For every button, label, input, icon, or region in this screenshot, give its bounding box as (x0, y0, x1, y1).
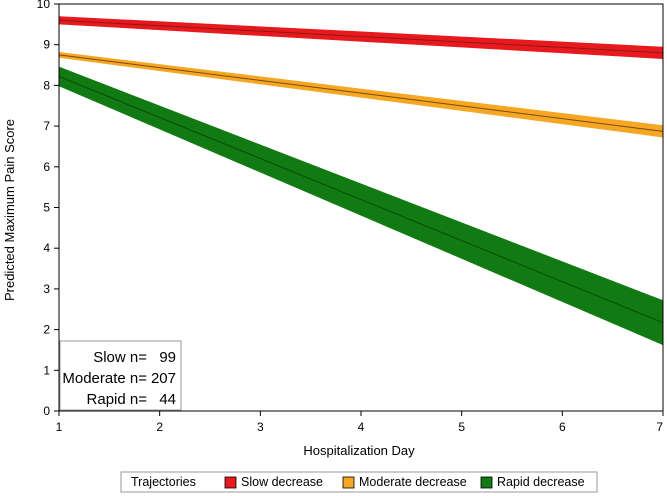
legend-title: Trajectories (131, 475, 196, 489)
legend-swatch-slow (224, 476, 237, 489)
x-axis: 1 2 3 4 5 6 7 (56, 411, 664, 434)
band-moderate-decrease (59, 52, 663, 138)
y-tick-label-1: 1 (43, 363, 50, 377)
inset-label-rapid: Rapid n= (87, 391, 148, 408)
y-tick-label-9: 9 (43, 38, 50, 52)
legend-swatch-moderate (342, 476, 355, 489)
x-tick-label-1: 1 (56, 420, 63, 434)
y-axis: 0 1 2 3 4 5 6 7 8 9 10 (37, 0, 59, 418)
legend: Trajectories Slow decrease Moderate decr… (120, 471, 598, 493)
y-tick-label-3: 3 (43, 282, 50, 296)
band-slow-decrease (59, 16, 663, 59)
y-tick-label-6: 6 (43, 160, 50, 174)
band-rapid-decrease (59, 66, 663, 346)
y-tick-label-4: 4 (43, 241, 50, 255)
x-axis-title: Hospitalization Day (303, 443, 415, 458)
inset-value-rapid: 44 (159, 391, 176, 408)
line-rapid-decrease (58, 75, 664, 324)
x-tick-label-2: 2 (156, 420, 163, 434)
y-tick-label-5: 5 (43, 201, 50, 215)
legend-label-moderate: Moderate decrease (359, 475, 467, 489)
legend-swatch-rapid (480, 476, 493, 489)
inset-value-moderate: 207 (151, 370, 176, 387)
legend-box (120, 471, 598, 493)
y-tick-label-7: 7 (43, 119, 50, 133)
inset-value-slow: 99 (159, 349, 176, 366)
y-tick-label-0: 0 (43, 404, 50, 418)
y-tick-label-2: 2 (43, 323, 50, 337)
inset-label-moderate: Moderate n= (62, 370, 147, 387)
confidence-bands (59, 16, 663, 346)
x-tick-label-4: 4 (358, 420, 365, 434)
legend-label-rapid: Rapid decrease (497, 475, 585, 489)
x-tick-label-3: 3 (257, 420, 264, 434)
line-moderate-decrease (58, 54, 664, 132)
series-lines (58, 19, 664, 324)
y-tick-label-10: 10 (37, 0, 51, 11)
x-tick-label-6: 6 (559, 420, 566, 434)
x-tick-label-5: 5 (458, 420, 465, 434)
inset-box (59, 340, 182, 411)
x-tick-label-7: 7 (656, 420, 663, 434)
sample-size-inset: Slow n= 99 Moderate n= 207 Rapid n= 44 (59, 340, 182, 411)
legend-label-slow: Slow decrease (241, 475, 323, 489)
line-slow-decrease (58, 19, 664, 54)
inset-label-slow: Slow n= (93, 349, 147, 366)
y-axis-title: Predicted Maximum Pain Score (2, 119, 17, 301)
y-tick-label-8: 8 (43, 78, 50, 92)
